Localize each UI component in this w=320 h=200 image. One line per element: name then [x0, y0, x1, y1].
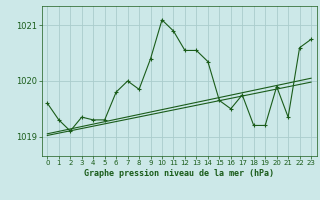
X-axis label: Graphe pression niveau de la mer (hPa): Graphe pression niveau de la mer (hPa)	[84, 169, 274, 178]
